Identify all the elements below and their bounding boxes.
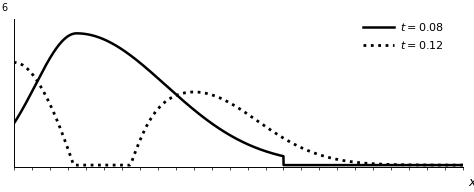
$t = 0.12$ xyxy=(183,91,189,94)
$t = 0.08$ xyxy=(403,164,409,166)
$t = 0.12$ xyxy=(11,61,17,64)
$t = 0.12$ xyxy=(11,61,17,64)
$t = 0.08$ xyxy=(183,102,189,104)
$t = 0.12$ xyxy=(71,164,76,166)
Legend: $t = 0.08$, $t = 0.12$: $t = 0.08$, $t = 0.12$ xyxy=(363,21,444,51)
$t = 0.12$ xyxy=(89,164,95,166)
$t = 0.12$ xyxy=(62,140,68,142)
X-axis label: x: x xyxy=(469,176,474,189)
$t = 0.08$ xyxy=(461,164,466,166)
$t = 0.08$ xyxy=(452,164,458,166)
Line: $t = 0.12$: $t = 0.12$ xyxy=(14,62,464,165)
$t = 0.12$ xyxy=(452,164,458,166)
$t = 0.08$ xyxy=(89,34,95,36)
$t = 0.08$ xyxy=(203,118,209,120)
$t = 0.08$ xyxy=(11,123,17,125)
$t = 0.08$ xyxy=(62,37,68,40)
$t = 0.08$ xyxy=(74,32,80,35)
Line: $t = 0.08$: $t = 0.08$ xyxy=(14,33,464,165)
$t = 0.12$ xyxy=(403,164,409,166)
$t = 0.12$ xyxy=(203,92,209,94)
$t = 0.08$ xyxy=(281,164,286,166)
Text: 6: 6 xyxy=(2,3,8,13)
$t = 0.12$ xyxy=(461,164,466,166)
